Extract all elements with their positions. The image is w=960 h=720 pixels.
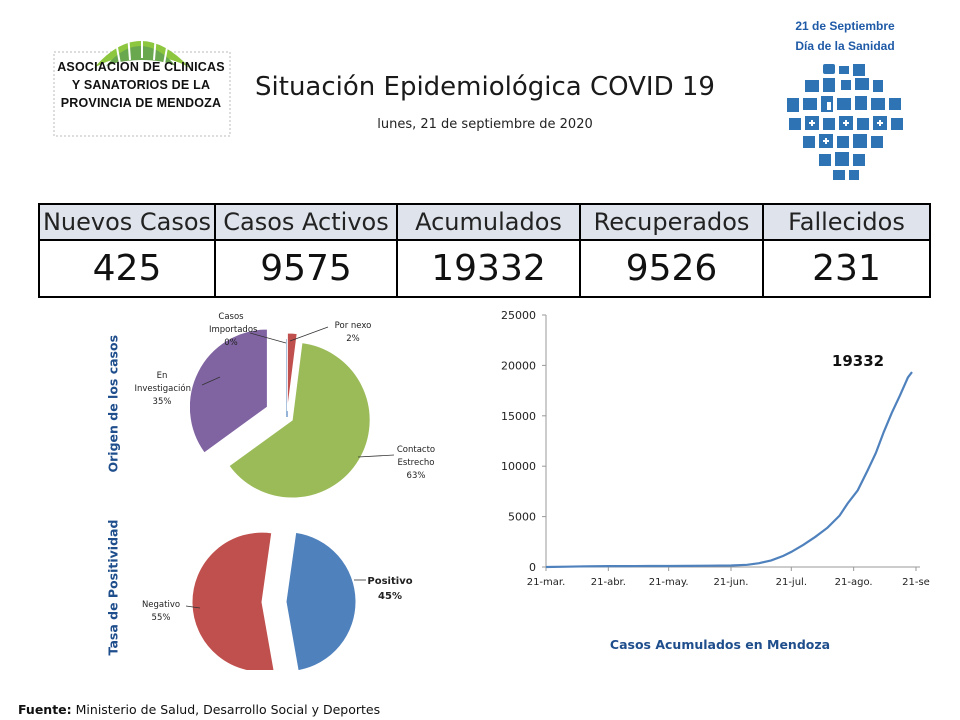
positividad-axis-label: Tasa de Positividad — [105, 519, 121, 656]
stat-value-recuperados: 9526 — [579, 239, 764, 298]
logo — [53, 30, 231, 137]
origen-slice-contacto-estrecho — [228, 342, 371, 499]
positividad-pie-chart — [185, 531, 366, 670]
pie-label-positivo-name: Positivo — [367, 576, 413, 587]
y-tick-label: 10000 — [501, 460, 536, 473]
positividad-leader-lines — [185, 579, 366, 609]
line-chart-title: Casos Acumulados en Mendoza — [609, 637, 831, 652]
y-tick-label: 5000 — [508, 511, 536, 524]
stat-header-nuevos-casos: Nuevos Casos — [38, 203, 216, 241]
stat-header-casos-activos: Casos Activos — [214, 203, 398, 241]
pie-label-por-nexo-name: Por nexo — [334, 321, 372, 331]
footer-label: Fuente: — [18, 702, 72, 717]
stats-header-row: Nuevos Casos Casos Activos Acumulados Re… — [38, 203, 931, 241]
stats-table: Nuevos Casos Casos Activos Acumulados Re… — [38, 203, 931, 298]
stat-value-nuevos-casos: 425 — [38, 239, 216, 298]
x-tick-label: 21-jun. — [714, 577, 749, 588]
origen-leader-lines — [201, 326, 395, 458]
stats-value-row: 425 9575 19332 9526 231 — [38, 239, 931, 298]
pie-label-importados-name: Casos Importados — [209, 312, 258, 335]
acumulados-line-chart: 0 5000 10000 15000 20000 25000 21-mar. 21-abr.… — [501, 309, 930, 588]
origen-slice-en-investigacion — [190, 328, 268, 454]
pie-label-negativo: Negativo 55% — [136, 599, 186, 625]
acumulados-annotation: 19332 — [832, 352, 884, 370]
pie-label-investigacion: En Investigación 35% — [131, 370, 193, 408]
y-tick-label: 25000 — [501, 309, 536, 322]
logo-line-2: Y SANATORIOS DE LA — [71, 78, 211, 92]
badge-title-line-1: 21 de Septiembre — [795, 19, 895, 33]
pie-label-positivo-value: 45% — [378, 591, 402, 602]
logo-line-3: PROVINCIA DE MENDOZA — [60, 96, 222, 110]
footer-source: Fuente: Ministerio de Salud, Desarrollo … — [18, 702, 380, 717]
stat-header-recuperados: Recuperados — [579, 203, 764, 241]
footer-text: Ministerio de Salud, Desarrollo Social y… — [75, 702, 381, 717]
x-tick-label: 21-mar. — [527, 577, 566, 588]
stat-value-acumulados: 19332 — [396, 239, 581, 298]
stat-value-casos-activos: 9575 — [214, 239, 398, 298]
health-icons-collage-icon — [787, 64, 903, 180]
pie-label-por-nexo: Por nexo 2% — [328, 320, 378, 346]
y-tick-label: 0 — [529, 561, 536, 574]
acumulados-series-line — [545, 371, 913, 569]
pie-label-importados: Casos Importados 0% — [200, 311, 262, 349]
y-tick-label: 15000 — [501, 410, 536, 423]
pie-label-contacto: Contacto Estrecho 63% — [388, 444, 444, 482]
x-tick-label: 21-may. — [649, 577, 689, 588]
stat-header-acumulados: Acumulados — [396, 203, 581, 241]
pie-label-por-nexo-value: 2% — [346, 333, 360, 344]
pie-label-investigacion-name: En Investigación — [134, 371, 192, 394]
report-date: lunes, 21 de septiembre de 2020 — [377, 117, 593, 132]
x-tick-label: 21-se — [902, 577, 930, 588]
stat-value-fallecidos: 231 — [762, 239, 931, 298]
badge-title-line-2: Día de la Sanidad — [795, 39, 895, 53]
origen-slice-por-nexo — [286, 332, 298, 412]
x-tick-label: 21-ago. — [835, 577, 873, 588]
pie-label-positivo: Positivo 45% — [364, 574, 416, 604]
x-tick-label: 21-abr. — [591, 577, 626, 588]
pie-label-importados-value: 0% — [224, 337, 238, 348]
logo-stripes-icon — [115, 30, 169, 65]
x-tick-label: 21-jul. — [776, 577, 807, 588]
pie-label-investigacion-value: 35% — [152, 396, 172, 407]
origen-pie-chart — [190, 326, 395, 499]
pie-label-contacto-value: 63% — [406, 470, 426, 481]
stat-header-fallecidos: Fallecidos — [762, 203, 931, 241]
pie-label-contacto-name: Contacto Estrecho — [396, 445, 436, 468]
logo-line-1: ASOCIACION DE CLINICAS — [57, 60, 225, 74]
y-tick-label: 20000 — [501, 359, 536, 372]
pie-label-negativo-value: 55% — [151, 612, 171, 623]
pie-label-negativo-name: Negativo — [141, 600, 181, 610]
positividad-slice-positivo — [285, 531, 357, 670]
page-title: Situación Epidemiológica COVID 19 — [255, 72, 715, 102]
origen-axis-label: Origen de los casos — [105, 334, 121, 473]
positividad-slice-negativo — [191, 531, 275, 670]
